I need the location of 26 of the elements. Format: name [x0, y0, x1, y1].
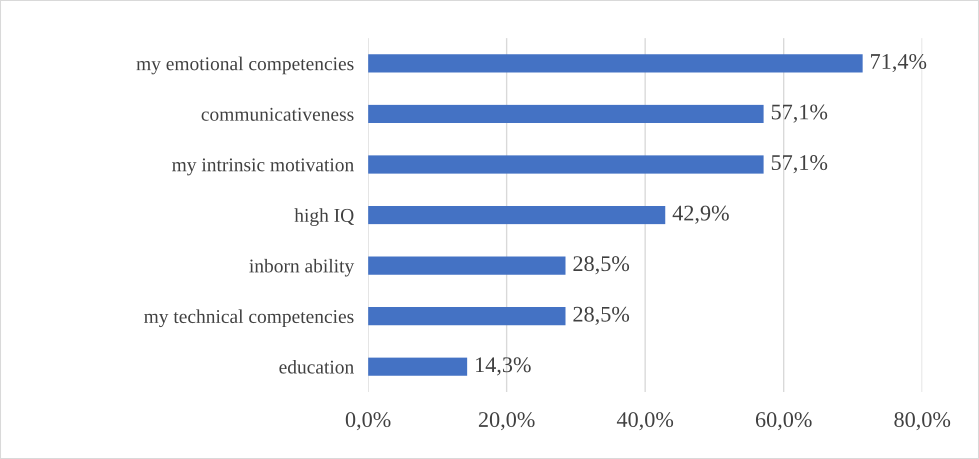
- x-tick-label: 40,0%: [616, 412, 674, 430]
- bar: [368, 155, 764, 174]
- data-label: 28,5%: [573, 306, 630, 325]
- y-tick-label: high IQ: [294, 208, 354, 226]
- x-tick-label: 0,0%: [346, 412, 390, 430]
- y-tick-label: my technical competencies: [144, 309, 354, 328]
- y-tick-label: my intrinsic motivation: [172, 158, 354, 176]
- x-tick-label: 20,0%: [478, 412, 535, 430]
- data-label: 57,1%: [772, 155, 828, 174]
- y-tick-label: education: [279, 360, 354, 374]
- data-label: 57,1%: [772, 104, 828, 123]
- data-label: 28,5%: [573, 256, 630, 274]
- data-label: 71,4%: [871, 54, 926, 72]
- y-tick-label: inborn ability: [249, 258, 354, 277]
- y-tick-label: my emotional competencies: [136, 56, 354, 74]
- bar: [368, 358, 468, 376]
- bar: [368, 256, 566, 275]
- bar: [368, 307, 566, 326]
- x-tick-label: 60,0%: [756, 412, 812, 430]
- bar: [368, 206, 666, 224]
- x-tick-label: 80,0%: [894, 412, 950, 430]
- data-label: 42,9%: [672, 206, 729, 224]
- bar: [368, 54, 863, 72]
- y-tick-label: communicativeness: [202, 108, 354, 121]
- bar: [368, 104, 764, 124]
- data-label: 14,3%: [476, 357, 531, 376]
